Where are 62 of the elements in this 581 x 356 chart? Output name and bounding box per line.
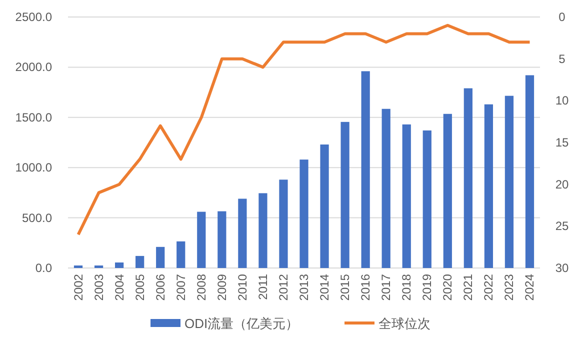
bar bbox=[382, 108, 390, 268]
bar bbox=[94, 265, 104, 268]
line-series bbox=[76, 24, 532, 236]
y-tick-label: 500.0 bbox=[22, 210, 52, 225]
bar bbox=[279, 180, 288, 268]
bar bbox=[156, 246, 165, 268]
bar bbox=[464, 88, 472, 268]
bar bbox=[320, 144, 329, 268]
bar bbox=[176, 241, 186, 268]
y-tick-label: 2500.0 bbox=[15, 10, 52, 24]
y-tick-label: 1000.0 bbox=[15, 160, 52, 175]
bar bbox=[300, 160, 308, 268]
x-tick-label: 2015 bbox=[338, 274, 352, 301]
bar bbox=[422, 130, 432, 268]
x-tick-label: 2021 bbox=[461, 274, 476, 301]
x-tick-label: 2003 bbox=[92, 274, 106, 301]
y-tick-label: 0.0 bbox=[35, 261, 52, 275]
y2-tick-label: 25 bbox=[555, 219, 569, 234]
x-tick-label: 2020 bbox=[440, 274, 455, 301]
legend-label: ODI流量（亿美元） bbox=[184, 316, 299, 331]
x-tick-label: 2022 bbox=[482, 274, 496, 301]
y2-tick-label: 15 bbox=[555, 136, 569, 150]
x-tick-label: 2012 bbox=[276, 274, 290, 301]
x-tick-label: 2008 bbox=[194, 274, 208, 301]
x-tick-label: 2011 bbox=[256, 274, 270, 300]
x-tick-label: 2006 bbox=[153, 274, 168, 301]
x-tick-label: 2018 bbox=[400, 274, 414, 301]
x-tick-label: 2023 bbox=[502, 274, 516, 301]
x-tick-label: 2014 bbox=[318, 274, 332, 301]
x-tick-label: 2013 bbox=[297, 274, 311, 301]
bar bbox=[238, 198, 247, 268]
bar bbox=[136, 256, 144, 268]
y2-tick-label: 20 bbox=[555, 177, 569, 192]
bar bbox=[443, 114, 452, 268]
x-tick-label: 2002 bbox=[71, 274, 86, 301]
x-tick-label: 2024 bbox=[522, 274, 537, 301]
x-tick-label: 2009 bbox=[214, 274, 229, 301]
bar bbox=[258, 193, 268, 268]
legend-label: 全球位次 bbox=[378, 316, 430, 331]
bar bbox=[484, 104, 494, 268]
bar bbox=[525, 75, 534, 268]
bar bbox=[197, 212, 206, 268]
y2-tick-label: 0 bbox=[558, 10, 566, 24]
x-tick-label: 2017 bbox=[379, 274, 394, 301]
x-tick-label: 2010 bbox=[235, 274, 250, 301]
bar bbox=[218, 211, 226, 268]
bar bbox=[504, 96, 514, 268]
y2-tick-label: 30 bbox=[555, 261, 569, 275]
x-tick-label: 2019 bbox=[420, 274, 434, 301]
x-tick-label: 2004 bbox=[112, 274, 126, 301]
x-tick-label: 2005 bbox=[132, 274, 147, 301]
bar bbox=[340, 122, 350, 268]
bar bbox=[114, 262, 124, 268]
x-tick-label: 2016 bbox=[358, 274, 373, 301]
bar bbox=[74, 265, 83, 268]
bar bbox=[361, 71, 370, 268]
y-tick-label: 2000.0 bbox=[15, 60, 52, 74]
x-tick-label: 2007 bbox=[174, 274, 188, 301]
y2-tick-label: 5 bbox=[558, 52, 566, 66]
y-tick-label: 1500.0 bbox=[15, 110, 52, 124]
y2-tick-label: 10 bbox=[555, 94, 569, 108]
bar bbox=[402, 124, 411, 268]
